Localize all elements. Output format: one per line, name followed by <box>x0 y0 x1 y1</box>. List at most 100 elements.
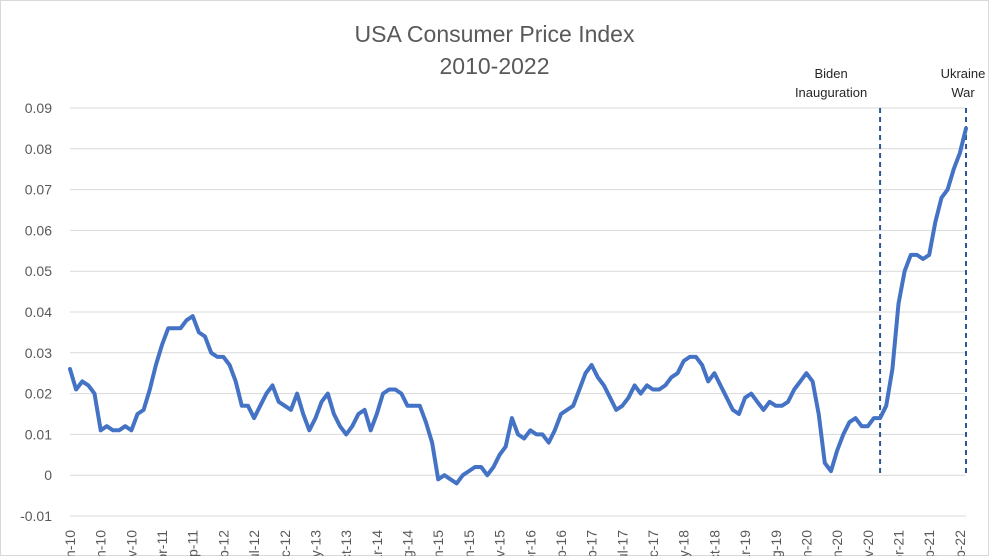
data-point <box>645 384 648 387</box>
data-point <box>762 408 765 411</box>
x-tick-label: Jan-20 <box>798 530 814 556</box>
data-point <box>510 417 513 420</box>
data-point <box>541 433 544 436</box>
x-tick-label: Sep-21 <box>921 530 937 556</box>
data-point <box>713 372 716 375</box>
y-tick-label: 0.03 <box>25 345 52 361</box>
x-tick-label: Feb-12 <box>215 530 231 556</box>
data-point <box>682 359 685 362</box>
y-tick-label: 0 <box>44 467 52 483</box>
data-point <box>553 429 556 432</box>
y-tick-label: 0.04 <box>25 304 52 320</box>
data-point <box>161 343 164 346</box>
data-point <box>731 408 734 411</box>
data-point <box>572 404 575 407</box>
y-tick-label: 0.02 <box>25 386 52 402</box>
data-point <box>811 380 814 383</box>
data-point <box>774 404 777 407</box>
data-point <box>320 400 323 403</box>
x-tick-label: Mar-14 <box>369 530 385 556</box>
series-group <box>68 126 968 486</box>
data-point <box>627 396 630 399</box>
data-point <box>326 392 329 395</box>
y-tick-label: 0.05 <box>25 263 52 279</box>
data-point <box>400 392 403 395</box>
data-point <box>658 388 661 391</box>
data-point <box>222 355 225 358</box>
data-point <box>154 364 157 367</box>
data-point <box>449 478 452 481</box>
data-point <box>952 168 955 171</box>
data-point <box>486 474 489 477</box>
data-point <box>345 433 348 436</box>
x-tick-label: Aug-19 <box>768 530 784 556</box>
data-point <box>707 380 710 383</box>
data-point <box>99 429 102 432</box>
data-point <box>283 404 286 407</box>
data-point <box>750 392 753 395</box>
data-point <box>277 400 280 403</box>
data-point <box>210 351 213 354</box>
data-point <box>474 466 477 469</box>
data-point <box>866 425 869 428</box>
y-tick-label: 0.08 <box>25 141 52 157</box>
data-point <box>725 396 728 399</box>
x-tick-label: May-13 <box>307 530 323 556</box>
data-point <box>357 413 360 416</box>
data-point <box>805 372 808 375</box>
y-tick-label: 0.09 <box>25 100 52 116</box>
data-point <box>173 327 176 330</box>
data-point <box>664 384 667 387</box>
data-point <box>240 404 243 407</box>
data-point <box>142 408 145 411</box>
data-point <box>609 396 612 399</box>
x-tick-label: Aug-14 <box>400 530 416 556</box>
data-point <box>701 364 704 367</box>
data-point <box>787 400 790 403</box>
data-point <box>388 388 391 391</box>
data-point <box>296 392 299 395</box>
data-point <box>314 417 317 420</box>
data-point <box>719 384 722 387</box>
data-point <box>185 319 188 322</box>
data-point <box>879 417 882 420</box>
data-point <box>93 392 96 395</box>
data-point <box>253 417 256 420</box>
data-point <box>302 413 305 416</box>
data-point <box>363 408 366 411</box>
x-tick-label: Jun-20 <box>829 530 845 556</box>
data-point <box>829 470 832 473</box>
x-tick-label: Apr-21 <box>890 530 906 556</box>
data-point <box>799 380 802 383</box>
data-point <box>394 388 397 391</box>
data-point <box>848 421 851 424</box>
x-tick-label: Feb-17 <box>584 530 600 556</box>
data-point <box>271 384 274 387</box>
x-tick-label: Jul-12 <box>246 530 262 556</box>
event-markers <box>879 108 967 474</box>
data-point <box>461 474 464 477</box>
x-tick-label: Apr-11 <box>154 530 170 556</box>
data-point <box>633 384 636 387</box>
data-point <box>179 327 182 330</box>
data-point <box>111 429 114 432</box>
chart-subtitle: 2010-2022 <box>439 53 550 79</box>
data-point <box>197 331 200 334</box>
x-tick-label: Nov-15 <box>492 530 508 556</box>
data-point <box>418 404 421 407</box>
data-point <box>480 466 483 469</box>
data-point <box>424 421 427 424</box>
data-point <box>836 449 839 452</box>
data-point <box>872 417 875 420</box>
data-point <box>946 188 949 191</box>
data-point <box>455 482 458 485</box>
x-tick-label: Dec-12 <box>277 530 293 556</box>
data-point <box>566 408 569 411</box>
data-point <box>596 376 599 379</box>
data-point <box>412 404 415 407</box>
data-point <box>381 392 384 395</box>
data-point <box>897 302 900 305</box>
x-tick-label: Sep-16 <box>553 530 569 556</box>
data-point <box>694 355 697 358</box>
chart-title-block: USA Consumer Price Index 2010-2022 <box>0 18 989 82</box>
